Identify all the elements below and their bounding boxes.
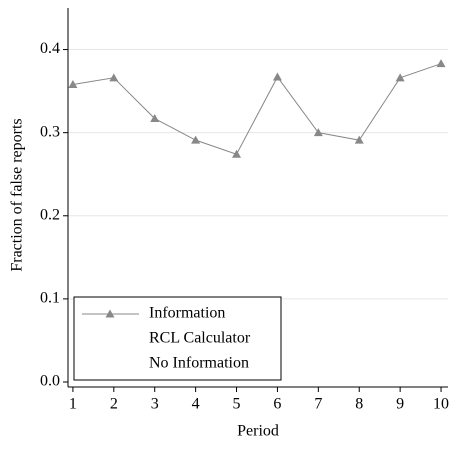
- x-tick-label: 9: [396, 396, 404, 413]
- legend-label: No Information: [149, 355, 249, 372]
- marker: [232, 149, 242, 158]
- y-tick-label: 0.4: [40, 40, 60, 57]
- y-tick-label: 0.1: [40, 290, 60, 307]
- marker: [68, 79, 78, 88]
- legend-label: Information: [149, 305, 225, 322]
- y-tick-label: 0.3: [40, 123, 60, 140]
- x-axis-label: Period: [237, 423, 279, 440]
- legend-box: [73, 296, 282, 381]
- marker: [191, 135, 201, 144]
- x-tick-label: 2: [110, 396, 118, 413]
- marker: [436, 59, 446, 68]
- marker: [272, 72, 282, 81]
- x-tick-label: 7: [314, 396, 322, 413]
- series-line: [72, 63, 442, 155]
- x-tick-label: 8: [355, 396, 363, 413]
- x-tick-label: 3: [151, 396, 159, 413]
- x-tick-label: 4: [192, 396, 200, 413]
- legend-label: RCL Calculator: [149, 330, 251, 347]
- y-tick-label: 0.0: [40, 373, 60, 390]
- x-tick-label: 10: [433, 396, 449, 413]
- y-axis-label: Fraction of false reports: [9, 118, 26, 271]
- marker: [150, 114, 160, 123]
- marker: [109, 73, 119, 82]
- marker: [313, 128, 323, 137]
- x-tick-label: 5: [233, 396, 241, 413]
- x-tick-label: 1: [69, 396, 77, 413]
- marker: [395, 73, 405, 82]
- x-tick-label: 6: [273, 396, 281, 413]
- marker: [354, 135, 364, 144]
- y-tick-label: 0.2: [40, 206, 60, 223]
- legend-marker: [105, 309, 115, 318]
